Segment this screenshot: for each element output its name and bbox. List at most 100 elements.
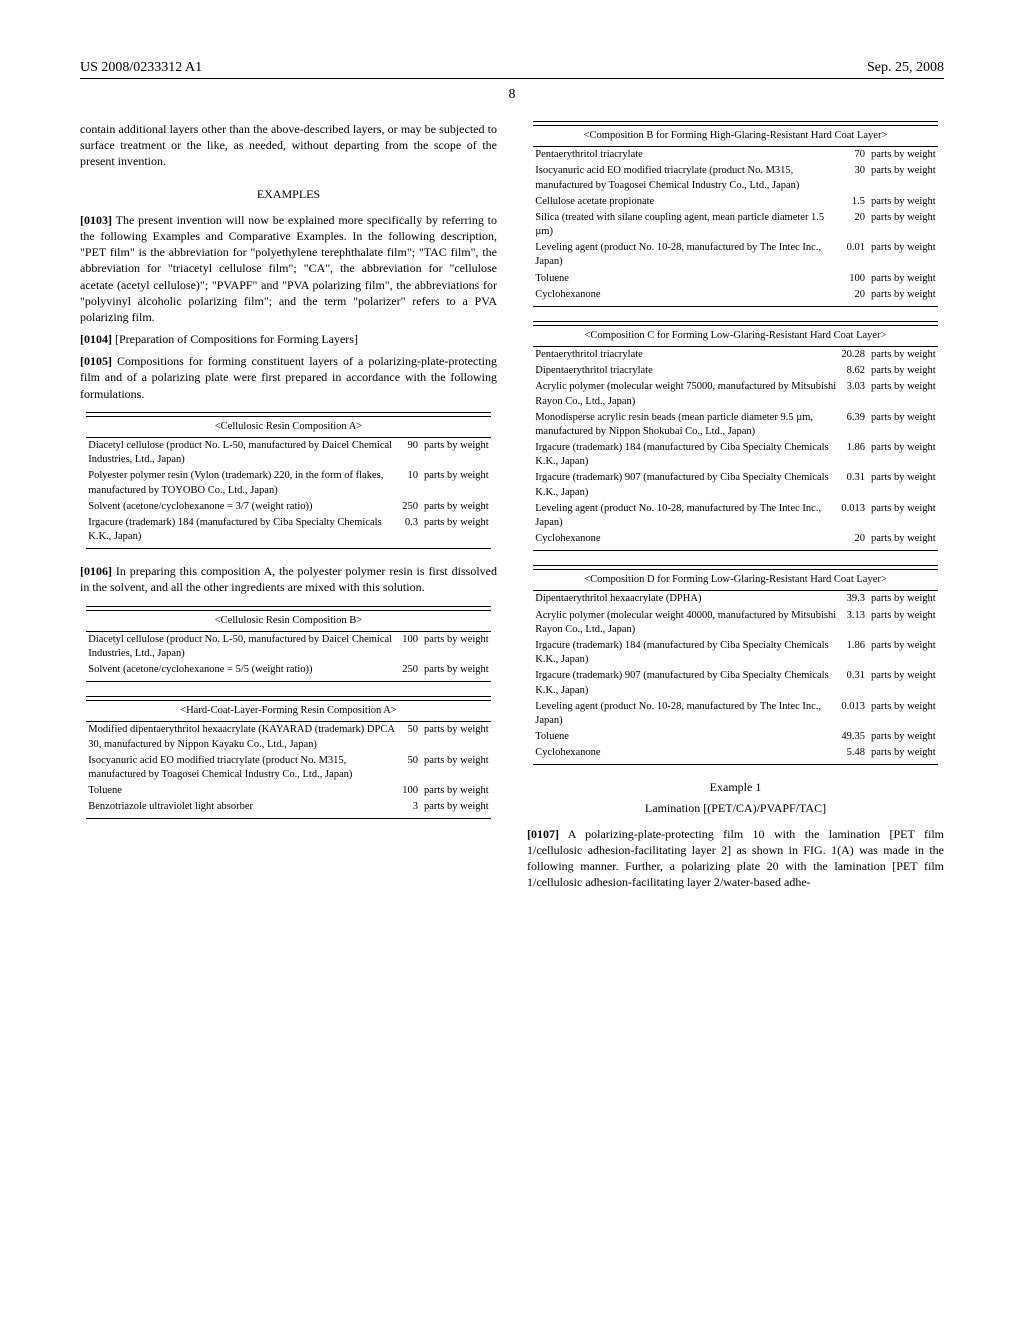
table-row: Polyester polymer resin (Vylon (trademar… xyxy=(86,468,490,498)
row-value: 50 xyxy=(400,722,422,753)
table-row: Cyclohexanone20parts by weight xyxy=(533,531,937,547)
row-desc: Pentaerythritol triacrylate xyxy=(533,147,844,164)
row-desc: Benzotriazole ultraviolet light absorber xyxy=(86,799,400,815)
row-desc: Solvent (acetone/cyclohexanone = 5/5 (we… xyxy=(86,662,400,678)
example-1-heading: Example 1 xyxy=(527,779,944,795)
row-value: 0.31 xyxy=(839,668,869,698)
row-desc: Modified dipentaerythritol hexaacrylate … xyxy=(86,722,400,753)
page: US 2008/0233312 A1 Sep. 25, 2008 8 conta… xyxy=(0,0,1024,1320)
para-num: [0104] xyxy=(80,332,112,346)
row-desc: Irgacure (trademark) 184 (manufactured b… xyxy=(533,638,839,668)
body-columns: contain additional layers other than the… xyxy=(80,121,944,890)
row-value: 20.28 xyxy=(839,347,869,364)
row-unit: parts by weight xyxy=(422,515,491,545)
table-row: Benzotriazole ultraviolet light absorber… xyxy=(86,799,490,815)
table-row: Solvent (acetone/cyclohexanone = 5/5 (we… xyxy=(86,662,490,678)
table-title: <Composition D for Forming Low-Glaring-R… xyxy=(533,570,937,591)
table-comp-c: <Composition C for Forming Low-Glaring-R… xyxy=(533,321,937,551)
row-unit: parts by weight xyxy=(869,410,938,440)
para-0107: [0107] A polarizing-plate-protecting fil… xyxy=(527,826,944,891)
table-row: Isocyanuric acid EO modified triacrylate… xyxy=(86,753,490,783)
table-cellulosic-b: <Cellulosic Resin Composition B> Diacety… xyxy=(86,606,490,683)
row-desc: Irgacure (trademark) 184 (manufactured b… xyxy=(86,515,400,545)
para-0104: [0104] [Preparation of Compositions for … xyxy=(80,331,497,347)
row-unit: parts by weight xyxy=(869,608,938,638)
row-desc: Solvent (acetone/cyclohexanone = 3/7 (we… xyxy=(86,499,400,515)
para-text: In preparing this composition A, the pol… xyxy=(80,564,497,594)
row-unit: parts by weight xyxy=(869,163,938,193)
examples-heading: EXAMPLES xyxy=(80,186,497,202)
doc-date: Sep. 25, 2008 xyxy=(867,60,944,76)
row-desc: Acrylic polymer (molecular weight 40000,… xyxy=(533,608,839,638)
para-0106: [0106] In preparing this composition A, … xyxy=(80,563,497,595)
table-row: Irgacure (trademark) 907 (manufactured b… xyxy=(533,668,937,698)
row-desc: Dipentaerythritol hexaacrylate (DPHA) xyxy=(533,591,839,608)
row-unit: parts by weight xyxy=(869,287,938,303)
table-row: Acrylic polymer (molecular weight 75000,… xyxy=(533,379,937,409)
para-num: [0105] xyxy=(80,354,112,368)
row-unit: parts by weight xyxy=(869,363,938,379)
table-row: Leveling agent (product No. 10-28, manuf… xyxy=(533,501,937,531)
row-value: 0.013 xyxy=(839,501,869,531)
row-unit: parts by weight xyxy=(422,722,491,753)
row-unit: parts by weight xyxy=(422,753,491,783)
row-unit: parts by weight xyxy=(869,591,938,608)
table-row: Solvent (acetone/cyclohexanone = 3/7 (we… xyxy=(86,499,490,515)
row-value: 1.86 xyxy=(839,440,869,470)
row-unit: parts by weight xyxy=(869,668,938,698)
row-value: 0.3 xyxy=(400,515,422,545)
para-text: The present invention will now be explai… xyxy=(80,213,497,324)
row-value: 20 xyxy=(845,287,869,303)
row-unit: parts by weight xyxy=(869,271,938,287)
row-value: 3 xyxy=(400,799,422,815)
doc-number: US 2008/0233312 A1 xyxy=(80,60,202,76)
table-comp-d: <Composition D for Forming Low-Glaring-R… xyxy=(533,565,937,765)
row-desc: Toluene xyxy=(533,271,844,287)
table-title: <Composition C for Forming Low-Glaring-R… xyxy=(533,325,937,346)
row-desc: Monodisperse acrylic resin beads (mean p… xyxy=(533,410,839,440)
row-desc: Isocyanuric acid EO modified triacrylate… xyxy=(533,163,844,193)
row-value: 30 xyxy=(845,163,869,193)
row-desc: Diacetyl cellulose (product No. L-50, ma… xyxy=(86,437,400,468)
row-desc: Irgacure (trademark) 907 (manufactured b… xyxy=(533,668,839,698)
row-unit: parts by weight xyxy=(869,531,938,547)
table-row: Toluene49.35parts by weight xyxy=(533,729,937,745)
row-value: 10 xyxy=(400,468,422,498)
para-text: A polarizing-plate-protecting film 10 wi… xyxy=(527,827,944,890)
row-desc: Isocyanuric acid EO modified triacrylate… xyxy=(86,753,400,783)
row-value: 5.48 xyxy=(839,745,869,761)
row-value: 50 xyxy=(400,753,422,783)
example-1-sub: Lamination [(PET/CA)/PVAPF/TAC] xyxy=(527,800,944,816)
row-unit: parts by weight xyxy=(422,662,491,678)
page-number: 8 xyxy=(80,87,944,103)
table-title: <Cellulosic Resin Composition A> xyxy=(86,416,490,437)
para-0103: [0103] The present invention will now be… xyxy=(80,212,497,325)
row-unit: parts by weight xyxy=(869,440,938,470)
row-desc: Acrylic polymer (molecular weight 75000,… xyxy=(533,379,839,409)
table-row: Dipentaerythritol triacrylate8.62parts b… xyxy=(533,363,937,379)
row-unit: parts by weight xyxy=(869,194,938,210)
row-unit: parts by weight xyxy=(869,729,938,745)
row-desc: Cyclohexanone xyxy=(533,531,839,547)
row-desc: Diacetyl cellulose (product No. L-50, ma… xyxy=(86,631,400,662)
row-value: 0.01 xyxy=(845,240,869,270)
row-value: 20 xyxy=(845,210,869,240)
row-desc: Pentaerythritol triacrylate xyxy=(533,347,839,364)
row-value: 250 xyxy=(400,662,422,678)
row-value: 1.86 xyxy=(839,638,869,668)
row-value: 250 xyxy=(400,499,422,515)
table-title: <Composition B for Forming High-Glaring-… xyxy=(533,126,937,147)
table-row: Pentaerythritol triacrylate70parts by we… xyxy=(533,147,937,164)
page-header: US 2008/0233312 A1 Sep. 25, 2008 xyxy=(80,60,944,79)
row-value: 49.35 xyxy=(839,729,869,745)
row-desc: Cyclohexanone xyxy=(533,745,839,761)
table-row: Monodisperse acrylic resin beads (mean p… xyxy=(533,410,937,440)
para-text: [Preparation of Compositions for Forming… xyxy=(112,332,358,346)
row-value: 3.13 xyxy=(839,608,869,638)
row-desc: Dipentaerythritol triacrylate xyxy=(533,363,839,379)
row-value: 3.03 xyxy=(839,379,869,409)
row-unit: parts by weight xyxy=(869,379,938,409)
table-row: Toluene100parts by weight xyxy=(533,271,937,287)
row-desc: Irgacure (trademark) 184 (manufactured b… xyxy=(533,440,839,470)
table-title: <Cellulosic Resin Composition B> xyxy=(86,610,490,631)
